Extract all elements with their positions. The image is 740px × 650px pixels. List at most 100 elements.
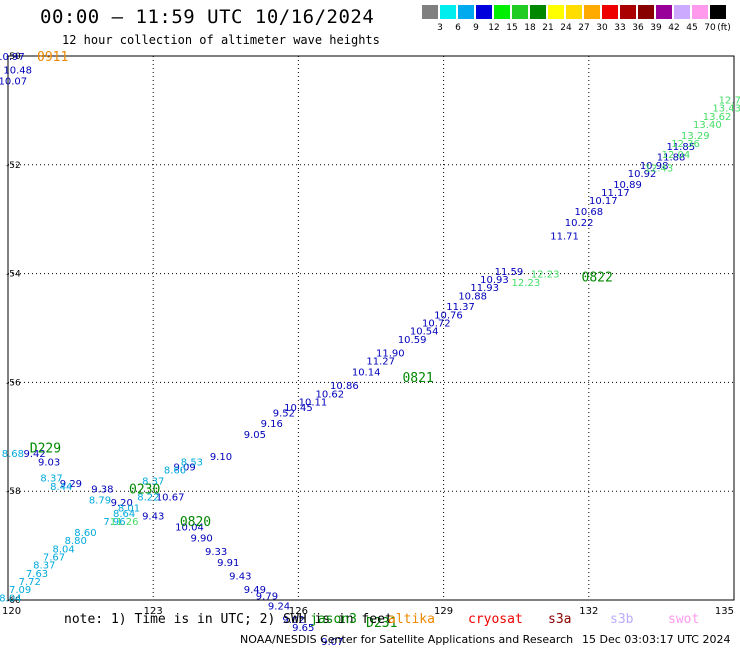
wave-height-label: 9.43: [142, 512, 164, 523]
wave-height-label: 9.20: [111, 498, 133, 509]
wave-height-label: 12.36: [671, 139, 700, 150]
wave-height-label: 10.67: [156, 493, 185, 504]
wave-height-label: 10.98: [640, 161, 669, 172]
wave-height-label: 9.33: [205, 547, 227, 558]
wave-height-label: 8.01: [118, 504, 140, 515]
y-tick-label: -58: [6, 487, 21, 497]
legend-swatch: [656, 5, 672, 19]
y-tick-label: -52: [6, 161, 21, 171]
chart-title: 00:00 – 11:59 UTC 10/16/2024: [40, 6, 375, 28]
legend-label: 12: [488, 23, 500, 33]
wave-height-label: 9.90: [190, 533, 212, 544]
wave-height-label: 8.37: [33, 561, 55, 572]
legend-swatch: [440, 5, 456, 19]
wave-height-label: 11.27: [366, 357, 395, 368]
pass-time-label: D229: [30, 442, 61, 457]
pass-time-label: 0820: [180, 515, 211, 530]
wave-height-label: 8.37: [142, 476, 164, 487]
wave-height-label: 8.64: [113, 509, 135, 520]
wave-height-label: 9.43: [229, 572, 251, 583]
legend-label: 18: [524, 23, 536, 33]
wave-height-label: 10.45: [284, 403, 313, 414]
y-tick-label: -50: [6, 52, 21, 62]
legend-swatch: [476, 5, 492, 19]
legend-swatch: [584, 5, 600, 19]
legend-label: 9: [473, 23, 479, 33]
wave-height-label: 10.48: [3, 66, 32, 77]
wave-height-label: 11.93: [470, 283, 499, 294]
wave-height-label: 10.68: [574, 207, 603, 218]
legend-label: 3: [437, 23, 443, 33]
legend-label: 36: [632, 23, 644, 33]
wave-height-label: 9.05: [244, 430, 266, 441]
wave-height-label: 10.86: [330, 381, 359, 392]
legend-swatch: [692, 5, 708, 19]
legend-label: 30: [596, 23, 608, 33]
pass-time-label: 0911: [37, 50, 68, 65]
wave-height-label: 12.04: [662, 150, 691, 161]
wave-height-label: 10.22: [565, 218, 594, 229]
y-tick-label: -54: [6, 270, 21, 280]
legend-label: 6: [455, 23, 461, 33]
legend-label: 33: [614, 23, 626, 33]
legend-swatch: [494, 5, 510, 19]
x-tick-label: 135: [715, 606, 734, 617]
wave-height-label: 12.23: [512, 278, 541, 289]
legend-swatch: [458, 5, 474, 19]
legend-swatch: [512, 5, 528, 19]
wave-height-label: 9.29: [60, 479, 82, 490]
wave-height-label: 9.42: [23, 449, 45, 460]
wave-height-label: 9.03: [38, 457, 60, 468]
legend-swatch: [710, 5, 726, 19]
x-tick-label: 129: [434, 606, 453, 617]
satellite-cryosat: cryosat: [468, 612, 523, 627]
pass-time-label: 0821: [402, 371, 433, 386]
wave-height-label: 10.92: [628, 169, 657, 180]
wave-height-label: 9.10: [210, 452, 232, 463]
wave-height-label: 9.16: [261, 419, 283, 430]
wave-height-label: 8.79: [89, 495, 111, 506]
wave-height-label: 9.91: [217, 558, 239, 569]
wave-height-label: 7.67: [43, 552, 65, 563]
wave-height-label: 8.04: [53, 544, 75, 555]
legend-swatch: [620, 5, 636, 19]
wave-height-label: 7.72: [19, 577, 41, 588]
legend-label: 70: [704, 23, 716, 33]
wave-height-label: 10.14: [352, 368, 381, 379]
wave-height-label: 11.85: [666, 142, 695, 153]
wave-height-label: 10.93: [480, 275, 509, 286]
wave-height-label: 11.37: [446, 302, 475, 313]
wave-height-label: 12.23: [531, 270, 560, 281]
wave-height-label: 9.38: [91, 484, 113, 495]
wave-height-label: 8.60: [74, 528, 96, 539]
legend-label: 24: [560, 23, 572, 33]
wave-height-label: 10.11: [299, 397, 328, 408]
wave-height-label: 11.17: [601, 188, 630, 199]
y-tick-label: -60: [6, 596, 21, 606]
legend-swatch: [638, 5, 654, 19]
credit-line: NOAA/NESDIS Center for Satellite Applica…: [240, 633, 574, 646]
wave-height-label: 10.97: [0, 52, 25, 63]
pass-time-label: 0230: [129, 482, 160, 497]
timestamp: 15 Dec 03:03:17 UTC 2024: [582, 633, 731, 646]
wave-height-label: 9.07: [321, 637, 343, 648]
wave-height-label: 8.44: [50, 482, 72, 493]
satellite-s3b: s3b: [610, 612, 634, 627]
wave-height-label: 10.72: [422, 319, 451, 330]
x-tick-label: 120: [2, 606, 21, 617]
legend-swatch: [566, 5, 582, 19]
wave-height-label: 11.59: [495, 267, 524, 278]
wave-height-label: 10.54: [410, 327, 439, 338]
wave-height-label: 8.60: [164, 465, 186, 476]
wave-height-label: 11.90: [376, 348, 405, 359]
x-tick-label: 126: [289, 606, 308, 617]
chart-subtitle: 12 hour collection of altimeter wave hei…: [62, 33, 380, 47]
wave-height-label: 10.59: [398, 335, 427, 346]
wave-height-label: 10.04: [175, 523, 204, 534]
wave-height-label: 13.43: [712, 104, 740, 115]
satellite-swot: swot: [668, 612, 700, 627]
wave-height-label: 8.80: [65, 536, 87, 547]
satellite-jason3: jason3: [310, 612, 357, 627]
plot-frame: [7, 55, 735, 601]
